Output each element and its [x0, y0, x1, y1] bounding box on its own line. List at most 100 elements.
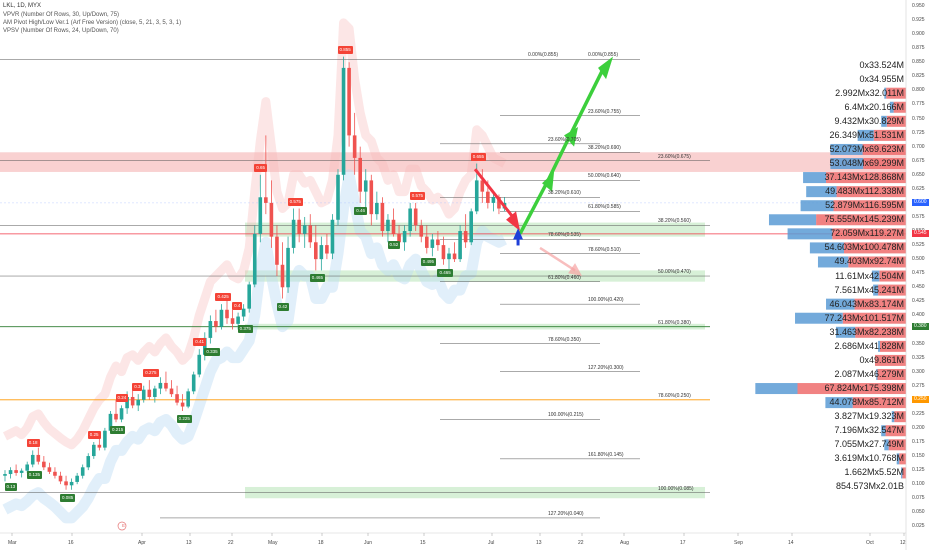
volume-bar-up: [806, 186, 837, 198]
candle-body: [191, 374, 196, 392]
candle-body: [64, 481, 68, 486]
date-tick-label: 17: [680, 540, 686, 546]
pivot-high-label: 0.575: [409, 191, 425, 200]
date-tick-label: 14: [788, 540, 794, 546]
volume-profile-label: 52.073Mx69.623M: [829, 143, 904, 154]
price-tick-label: 0.050: [912, 509, 925, 516]
volume-bar-up: [835, 326, 856, 338]
price-tag: 0.250: [912, 396, 929, 404]
candle-body: [214, 321, 218, 327]
fib-label: 50.00%(0.640): [588, 173, 621, 180]
earnings-marker: [117, 521, 127, 531]
indicator-pivot[interactable]: AM Pivot High/Low Ver.1 (Arf Free Versio…: [3, 20, 182, 26]
candle-body: [269, 202, 274, 237]
volume-profile-label: 1.662Mx5.52M: [844, 467, 904, 478]
volume-bar-down: [862, 143, 906, 155]
date-tick-label: 13: [536, 540, 542, 546]
candle-body: [158, 382, 163, 389]
price-tick-label: 0.825: [912, 73, 925, 80]
candle-body: [169, 388, 174, 395]
pivot-low-label: 0.215: [110, 426, 126, 435]
pivot-low-label: 0.42: [276, 302, 290, 311]
volume-profile-label: 72.059Mx119.27M: [830, 228, 904, 239]
volume-bar-up: [857, 129, 874, 141]
price-tag: 0.600: [912, 199, 929, 207]
volume-bar-up: [826, 298, 855, 310]
price-tag: 0.545: [912, 230, 929, 238]
arrow-layer: [117, 56, 614, 531]
volume-bar-up: [787, 228, 833, 240]
price-tick-label: 0.475: [912, 270, 925, 277]
volume-bar-up: [803, 172, 827, 184]
candle-body: [480, 180, 485, 192]
candle-body: [447, 253, 451, 260]
volume-bar-up: [884, 439, 889, 451]
candle-body: [80, 467, 85, 476]
entry-marker-arrow: [513, 228, 524, 240]
price-tick-label: 0.325: [912, 354, 925, 361]
indicator-vpvr[interactable]: VPVR (Number Of Rows, 30, Up/Down, 75): [3, 12, 120, 18]
candle-body: [247, 284, 251, 309]
candle-body: [486, 191, 490, 203]
volume-profile-label: 75.555Mx145.239M: [824, 214, 904, 225]
entry-marker-stem: [516, 239, 520, 246]
volume-profile-label: 31.463Mx82.238M: [829, 326, 904, 337]
candle-body: [58, 475, 63, 482]
volume-bar-up: [873, 284, 879, 296]
candle-body: [474, 180, 479, 212]
volume-bar-down: [855, 326, 906, 338]
price-tick-label: 0.700: [912, 143, 925, 150]
fib-label: 61.80%(0.460): [548, 274, 581, 281]
candle-body: [380, 202, 385, 232]
candle-body: [397, 233, 401, 243]
candle-body: [302, 225, 307, 234]
date-tick-label: 16: [68, 540, 74, 546]
candle-body: [491, 197, 496, 203]
candle-body: [275, 236, 279, 265]
volume-bar-down: [886, 115, 906, 127]
volume-bar-up: [896, 453, 900, 465]
candle-body: [463, 231, 468, 243]
volume-bar-down: [833, 200, 906, 212]
candle-body: [297, 219, 301, 234]
volume-bar-down: [842, 312, 906, 324]
pivot-high-label: 0.275: [143, 369, 159, 378]
date-tick-label: 22: [578, 540, 584, 546]
volume-bar-down: [875, 354, 906, 366]
price-tick-label: 0.175: [912, 438, 925, 445]
candle-body: [469, 211, 473, 243]
candle-body: [108, 413, 113, 431]
volume-profile-label: 54.603Mx100.478M: [824, 242, 904, 253]
candle-body: [363, 180, 368, 192]
indicator-vpsv[interactable]: VPSV (Number Of Rows, 24, Up/Down, 70): [3, 28, 119, 34]
fib-label: 78.60%(0.535): [548, 232, 581, 239]
bullish-arrowhead: [542, 171, 555, 192]
volume-bar-up: [825, 397, 853, 409]
volume-bar-up: [768, 214, 817, 226]
date-tick-label: Oct: [866, 540, 874, 546]
volume-bar-up: [800, 200, 834, 212]
support-zone: [245, 222, 705, 237]
candle-body: [30, 454, 35, 465]
price-tick-label: 0.725: [912, 129, 925, 136]
volume-profile-label: 0x34.955M: [859, 73, 904, 84]
candle-body: [258, 197, 263, 234]
candle-body: [47, 467, 52, 472]
pivot-low-label: 0.135: [26, 471, 43, 480]
volume-profile-label: 44.078Mx85.712M: [829, 397, 904, 408]
earnings-marker-label: E: [122, 523, 126, 528]
candle-body: [436, 239, 440, 246]
volume-bar-down: [877, 368, 906, 380]
candle-body: [441, 245, 446, 260]
pivot-low-label: 0.13: [4, 482, 18, 491]
candle-body: [352, 135, 357, 158]
candle-body: [125, 396, 129, 409]
date-tick-label: Jun: [364, 540, 373, 546]
price-tick-label: 0.425: [912, 298, 925, 305]
volume-profile-label: 77.243Mx101.517M: [824, 312, 904, 323]
date-tick-label: 18: [318, 540, 324, 546]
candle-body: [225, 309, 229, 319]
volume-bar-down: [797, 383, 906, 395]
